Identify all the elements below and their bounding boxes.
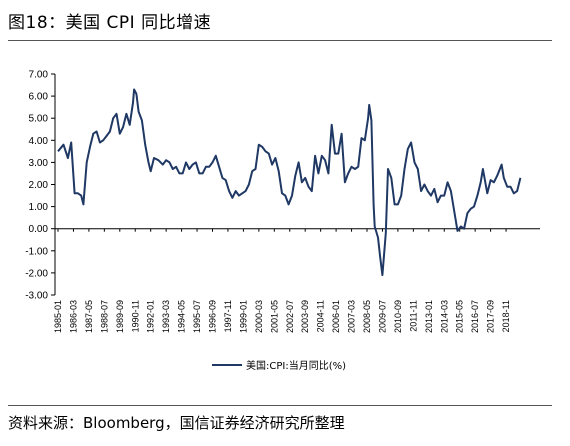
- legend-label: 美国:CPI:当月同比(%): [246, 359, 346, 372]
- x-tick-label: 1997-11: [223, 300, 233, 332]
- x-tick-label: 1986-03: [68, 300, 78, 333]
- x-tick-label: 2001-05: [269, 300, 279, 333]
- x-tick-label: 1987-05: [84, 300, 94, 333]
- y-axis: 7.00 6.00 5.00 4.00 3.00 2.00 1.00 0.00 -1.00 -2.…: [25, 70, 56, 302]
- x-tick-label: 1990-11: [130, 300, 140, 332]
- x-tick-label: 2011-11: [408, 300, 418, 332]
- x-tick-label: 2007-03: [347, 300, 357, 333]
- x-tick-label: 2014-03: [439, 300, 449, 333]
- x-tick-label: 2015-05: [455, 300, 465, 333]
- x-tick-label: 2006-01: [331, 300, 341, 333]
- x-tick-label: 2002-07: [285, 300, 295, 333]
- x-tick-label: 1985-01: [53, 300, 63, 333]
- x-tick-label: 2010-09: [393, 300, 403, 333]
- series-line: [57, 88, 522, 277]
- y-tick-label: -3.00: [25, 291, 48, 302]
- bottom-rule: [8, 405, 552, 406]
- y-tick-label: 1.00: [29, 202, 49, 213]
- y-tick-label: 0.00: [29, 224, 49, 235]
- series-layer: [57, 88, 522, 277]
- y-tick-label: 6.00: [29, 92, 49, 103]
- y-tick-label: -1.00: [25, 246, 48, 257]
- x-tick-label: 1989-09: [115, 300, 125, 333]
- x-tick-label: 2016-07: [470, 300, 480, 333]
- x-tick-label: 2013-01: [424, 300, 434, 333]
- x-tick-label: 2000-03: [254, 300, 264, 333]
- x-tick-label: 2003-09: [300, 300, 310, 333]
- x-tick-label: 1999-01: [238, 300, 248, 333]
- y-tick-label: -2.00: [25, 268, 48, 279]
- x-tick-label: 1995-07: [192, 300, 202, 333]
- x-tick-label: 2017-09: [486, 300, 496, 333]
- x-tick-label: 2008-05: [362, 300, 372, 333]
- x-tick-label: 1996-09: [208, 300, 218, 333]
- x-tick-label: 1988-07: [99, 300, 109, 333]
- y-tick-label: 7.00: [29, 70, 49, 81]
- x-tick-label: 2004-11: [316, 300, 326, 332]
- top-rule: [8, 40, 552, 41]
- y-tick-label: 4.00: [29, 136, 49, 147]
- cpi-line-chart: 7.00 6.00 5.00 4.00 3.00 2.00 1.00 0.00 -1.00 -2.…: [25, 70, 540, 372]
- x-tick-label: 2009-07: [377, 300, 387, 333]
- source-note: 资料来源：Bloomberg，国信证券经济研究所整理: [8, 414, 345, 432]
- x-axis: 1985-01 1986-03 1987-05 1988-07 1989-09 1990-…: [53, 228, 540, 333]
- x-tick-label: 1992-01: [146, 300, 156, 333]
- y-tick-label: 5.00: [29, 114, 49, 125]
- legend: 美国:CPI:当月同比(%): [212, 359, 346, 372]
- y-tick-label: 3.00: [29, 158, 49, 169]
- y-tick-label: 2.00: [29, 180, 49, 191]
- x-tick-label: 2018-11: [501, 300, 511, 332]
- x-tick-label: 1993-03: [161, 300, 171, 333]
- figure-title: 图18：美国 CPI 同比增速: [8, 13, 212, 33]
- x-tick-label: 1994-05: [177, 300, 187, 333]
